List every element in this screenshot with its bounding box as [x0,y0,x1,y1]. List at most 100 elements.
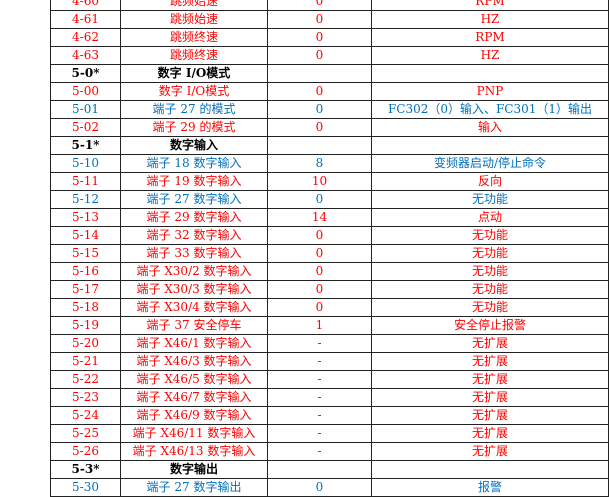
cell-code: 4-60 [50,0,121,11]
cell-value [267,64,372,83]
cell-name: 端子 33 数字输入 [120,244,268,263]
table-row: 5-02 端子 29 的模式 0 输入 [50,118,609,137]
cell-name: 端子 19 数字输入 [120,172,268,191]
cell-name: 端子 X46/3 数字输入 [120,352,268,371]
cell-desc: 报警 [371,478,609,497]
cell-name: 端子 X30/4 数字输入 [120,298,268,317]
cell-value [267,136,372,155]
table-row: 4-62 跳频终速 0 RPM [50,28,609,47]
cell-name: 数字 I/O模式 [120,64,268,83]
cell-code: 5-14 [50,226,121,245]
cell-code: 5-15 [50,244,121,263]
section-header-row: 5-1* 数字输入 [50,136,609,155]
cell-code: 5-19 [50,316,121,335]
cell-code: 5-18 [50,298,121,317]
cell-code: 5-23 [50,388,121,407]
cell-desc: 无扩展 [371,406,609,425]
cell-code: 5-10 [50,154,121,173]
cell-name: 端子 X46/1 数字输入 [120,334,268,353]
cell-name: 跳频始速 [120,10,268,29]
cell-desc: 输入 [371,118,609,137]
cell-value: 14 [267,208,372,227]
cell-code: 4-61 [50,10,121,29]
table-row: 5-01 端子 27 的模式 0 FC302（0）输入、FC301（1）输出 [50,100,609,119]
cell-name: 端子 X30/3 数字输入 [120,280,268,299]
cell-value: 0 [267,280,372,299]
section-header-row: 5-3* 数字输出 [50,460,609,479]
cell-code: 5-16 [50,262,121,281]
cell-name: 跳频终速 [120,46,268,65]
cell-desc: 无扩展 [371,334,609,353]
cell-desc: 无功能 [371,298,609,317]
cell-code: 5-30 [50,478,121,497]
cell-value: - [267,424,372,443]
cell-desc: 无扩展 [371,388,609,407]
cell-desc: 点动 [371,208,609,227]
cell-code: 5-17 [50,280,121,299]
cell-value: - [267,370,372,389]
cell-desc: RPM [371,0,609,11]
table-row: 5-16 端子 X30/2 数字输入 0 无功能 [50,262,609,281]
cell-desc: 变频器启动/停止命令 [371,154,609,173]
cell-desc [371,136,609,155]
cell-code: 5-20 [50,334,121,353]
cell-name: 端子 32 数字输入 [120,226,268,245]
cell-code: 5-25 [50,424,121,443]
table-row: 5-19 端子 37 安全停车 1 安全停止报警 [50,316,609,335]
cell-code: 5-24 [50,406,121,425]
cell-code: 4-63 [50,46,121,65]
cell-code: 5-02 [50,118,121,137]
parameter-table: 4-60 跳频始速 0 RPM 4-61 跳频始速 0 HZ 4-62 跳频终速 0 RPM 4-63 跳… [50,0,609,497]
cell-desc [371,64,609,83]
cell-name: 数字 I/O模式 [120,82,268,101]
table-row: 5-20 端子 X46/1 数字输入 - 无扩展 [50,334,609,353]
cell-desc: 无扩展 [371,370,609,389]
cell-value: 0 [267,118,372,137]
cell-name: 端子 X30/2 数字输入 [120,262,268,281]
table-row: 5-30 端子 27 数字输出 0 报警 [50,478,609,497]
cell-name: 端子 18 数字输入 [120,154,268,173]
cell-desc: HZ [371,46,609,65]
table-row: 4-61 跳频始速 0 HZ [50,10,609,29]
cell-desc: 无功能 [371,280,609,299]
cell-desc: PNP [371,82,609,101]
cell-name: 端子 X46/7 数字输入 [120,388,268,407]
cell-value: 10 [267,172,372,191]
cell-desc: 无功能 [371,244,609,263]
cell-code: 5-13 [50,208,121,227]
cell-value: - [267,442,372,461]
cell-name: 端子 27 数字输入 [120,190,268,209]
cell-code: 4-62 [50,28,121,47]
cell-name: 端子 29 数字输入 [120,208,268,227]
table-row: 5-25 端子 X46/11 数字输入 - 无扩展 [50,424,609,443]
cell-desc: FC302（0）输入、FC301（1）输出 [371,100,609,119]
cell-name: 跳频终速 [120,28,268,47]
cell-code: 5-22 [50,370,121,389]
cell-value: 0 [267,46,372,65]
cell-desc: RPM [371,28,609,47]
cell-name: 数字输入 [120,136,268,155]
cell-value: - [267,352,372,371]
cell-code: 5-3* [50,460,121,479]
cell-value [267,460,372,479]
cell-value: 0 [267,190,372,209]
table-row: 5-15 端子 33 数字输入 0 无功能 [50,244,609,263]
cell-name: 端子 37 安全停车 [120,316,268,335]
cell-desc: HZ [371,10,609,29]
cell-name: 端子 X46/11 数字输入 [120,424,268,443]
cell-value: 0 [267,100,372,119]
cell-code: 5-01 [50,100,121,119]
table-row: 5-24 端子 X46/9 数字输入 - 无扩展 [50,406,609,425]
cell-value: 1 [267,316,372,335]
cell-desc: 无功能 [371,190,609,209]
cell-name: 端子 29 的模式 [120,118,268,137]
cell-value: 0 [267,262,372,281]
cell-value: 0 [267,226,372,245]
table-row: 5-12 端子 27 数字输入 0 无功能 [50,190,609,209]
cell-name: 端子 27 的模式 [120,100,268,119]
cell-code: 5-00 [50,82,121,101]
cell-value: 0 [267,244,372,263]
cell-code: 5-26 [50,442,121,461]
cell-desc: 反向 [371,172,609,191]
cell-value: 8 [267,154,372,173]
